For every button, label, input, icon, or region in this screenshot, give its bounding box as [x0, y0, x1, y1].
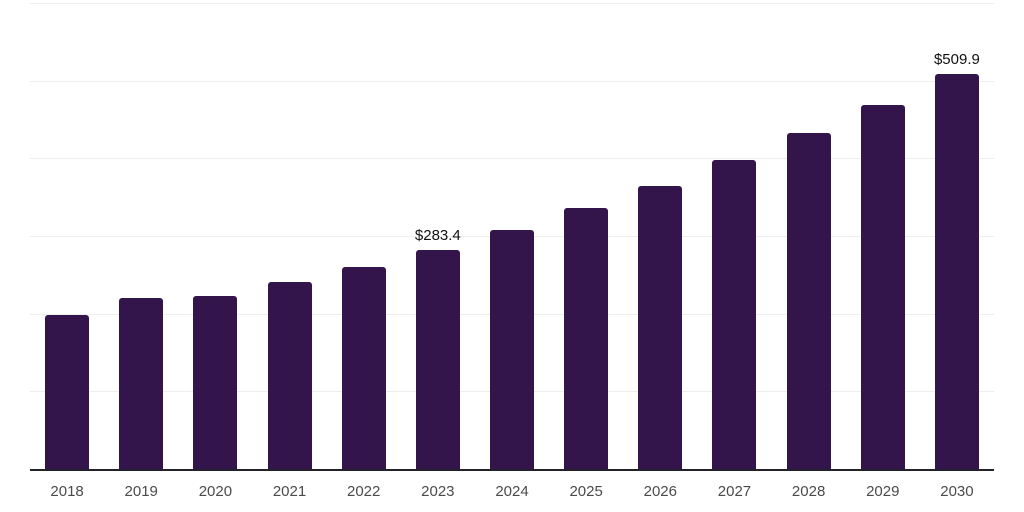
x-tick-label-2029: 2029	[866, 483, 900, 500]
x-tick-label-2030: 2030	[940, 483, 974, 500]
bar-2020	[193, 295, 238, 470]
bar-2024	[490, 229, 534, 470]
gridline-500	[30, 80, 994, 82]
x-tick-label-2023: 2023	[421, 483, 455, 500]
bar-2021	[267, 282, 312, 470]
x-tick-label-2022: 2022	[347, 483, 381, 500]
data-label-2030: $509.9	[933, 50, 980, 68]
gridline-600	[30, 3, 994, 4]
gridline-400	[30, 158, 994, 160]
bar-2022	[341, 266, 386, 470]
x-tick-label-2028: 2028	[791, 483, 826, 500]
bar-2018	[45, 314, 90, 470]
x-axis: 2018 2019 2020 2021 2022 2023 2024 2025 2026 2027…	[30, 474, 994, 512]
bar-2026	[638, 186, 683, 470]
data-label-2023: $283.4	[414, 226, 461, 244]
bar-2028	[786, 133, 831, 470]
plot-area: $283.4 $509.9	[30, 3, 994, 471]
bar-2029	[860, 104, 905, 470]
x-tick-label-2019: 2019	[124, 483, 158, 500]
x-tick-label-2024: 2024	[495, 483, 529, 500]
x-tick-label-2021: 2021	[272, 483, 307, 500]
x-tick-label-2027: 2027	[717, 483, 752, 500]
x-tick-label-2026: 2026	[643, 483, 677, 500]
bar-2027	[712, 160, 757, 470]
bar-2023	[415, 249, 460, 470]
bar-2019	[119, 297, 164, 470]
x-tick-label-2025: 2025	[569, 483, 603, 500]
bar-2025	[564, 208, 609, 470]
x-axis-line	[30, 469, 994, 471]
x-tick-label-2020: 2020	[198, 483, 233, 500]
x-tick-label-2018: 2018	[50, 483, 84, 500]
bar-2030	[934, 73, 979, 470]
